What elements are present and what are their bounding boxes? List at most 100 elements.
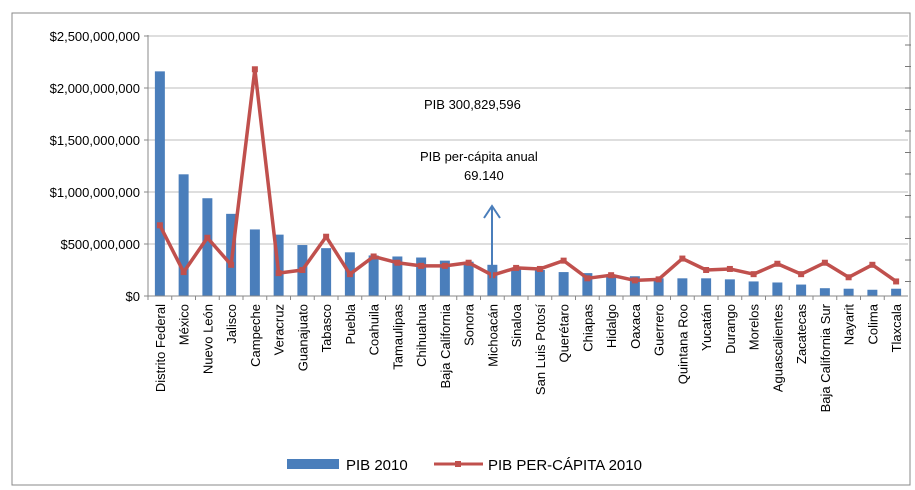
- bar: [558, 272, 569, 296]
- legend-swatch-bar: [287, 459, 339, 469]
- line-point: [584, 275, 591, 282]
- line-point: [465, 259, 472, 266]
- bar: [629, 276, 640, 296]
- category-label: Tamaulipas: [390, 304, 405, 370]
- category-label: Jalisco: [224, 304, 239, 344]
- y-tick-label: $2,000,000,000: [50, 81, 140, 96]
- bar: [582, 273, 593, 296]
- bar: [321, 248, 332, 296]
- category-label: Michoacán: [485, 304, 500, 367]
- line-point: [299, 267, 306, 273]
- bar: [867, 289, 878, 296]
- line-point: [394, 259, 401, 266]
- category-label: Morelos: [747, 304, 762, 351]
- category-label: Guerrero: [652, 304, 667, 356]
- annotation-pib: PIB 300,829,596: [424, 97, 521, 112]
- line-point: [893, 278, 900, 285]
- bar: [202, 198, 213, 296]
- category-label: Nayarit: [842, 304, 857, 346]
- annotation-arrow: [483, 204, 501, 280]
- bar: [772, 282, 783, 296]
- bar: [487, 264, 498, 296]
- line-point: [180, 269, 187, 276]
- bar: [178, 174, 189, 296]
- bar: [843, 288, 854, 296]
- line-point: [346, 271, 353, 278]
- category-label: Colima: [865, 303, 880, 344]
- category-label: Sinaloa: [509, 303, 524, 347]
- line-point: [513, 264, 520, 271]
- category-label: Chihuahua: [414, 303, 429, 367]
- category-label: Aguascalientes: [770, 304, 785, 393]
- line-series: [156, 66, 900, 285]
- line-point: [703, 267, 710, 273]
- y-axis-tick-labels: $0 $500,000,000 $1,000,000,000 $1,500,000,0…: [50, 29, 140, 304]
- category-label: Zacatecas: [794, 304, 809, 364]
- line-point: [655, 276, 662, 283]
- line-point: [323, 233, 330, 240]
- category-label: Sonora: [462, 303, 477, 346]
- line-point: [845, 274, 852, 281]
- series-line: [158, 67, 898, 283]
- bar: [653, 278, 664, 296]
- category-label: Quintana Roo: [675, 304, 690, 384]
- category-label: Yucatán: [699, 304, 714, 351]
- bar: [796, 284, 807, 296]
- category-label: Hidalgo: [604, 304, 619, 348]
- category-label: Durango: [723, 304, 738, 354]
- category-label: Baja California: [438, 303, 453, 388]
- line-point: [869, 261, 876, 268]
- line-point: [251, 66, 258, 73]
- line-point: [156, 222, 163, 229]
- right-axis-ticks: [905, 44, 911, 282]
- annotation-percapita-line2: 69.140: [464, 168, 504, 183]
- line-point: [228, 261, 235, 268]
- line-point: [774, 260, 781, 267]
- legend-swatch-marker: [455, 461, 461, 467]
- bar: [724, 279, 735, 296]
- bar: [701, 278, 712, 296]
- line-point: [608, 272, 615, 279]
- bar: [416, 257, 427, 296]
- y-tick-label: $1,000,000,000: [50, 185, 140, 200]
- bar: [511, 267, 522, 296]
- bar: [368, 255, 379, 296]
- category-label: Campeche: [248, 304, 263, 367]
- line-point: [679, 255, 686, 262]
- category-label: Tabasco: [319, 304, 334, 352]
- chart-outer-border: [11, 12, 911, 486]
- line-point: [370, 253, 377, 260]
- category-label: Coahuila: [367, 303, 382, 355]
- category-label: México: [177, 304, 192, 345]
- bar: [534, 270, 545, 296]
- bar: [439, 260, 450, 296]
- y-tick-label: $500,000,000: [60, 237, 140, 252]
- bar: [606, 275, 617, 296]
- y-tick-label: $1,500,000,000: [50, 133, 140, 148]
- category-label: Nuevo León: [200, 304, 215, 374]
- bar: [891, 288, 902, 296]
- category-label: Chiapas: [580, 304, 595, 352]
- category-label: San Luis Potosí: [533, 304, 548, 395]
- category-label: Veracruz: [272, 304, 287, 355]
- line-point: [726, 265, 733, 272]
- category-label: Querétaro: [557, 304, 572, 363]
- bar: [392, 256, 403, 296]
- line-point: [821, 259, 828, 266]
- x-axis-category-labels: Distrito Federal México Nuevo León Jalisco C…: [147, 296, 904, 412]
- line-point: [204, 234, 211, 241]
- category-label: Oaxaca: [628, 303, 643, 349]
- bar: [463, 261, 474, 296]
- y-tick-label: $0: [126, 289, 140, 304]
- bar: [154, 71, 165, 296]
- category-label: Distrito Federal: [153, 304, 168, 392]
- bar: [819, 288, 830, 296]
- category-label: Tlaxcala: [889, 303, 904, 352]
- bar: [748, 281, 759, 296]
- bar: [249, 229, 260, 296]
- bar: [677, 278, 688, 296]
- line-point: [750, 271, 757, 278]
- y-tick-label: $2,500,000,000: [50, 29, 140, 44]
- category-label: Puebla: [343, 303, 358, 344]
